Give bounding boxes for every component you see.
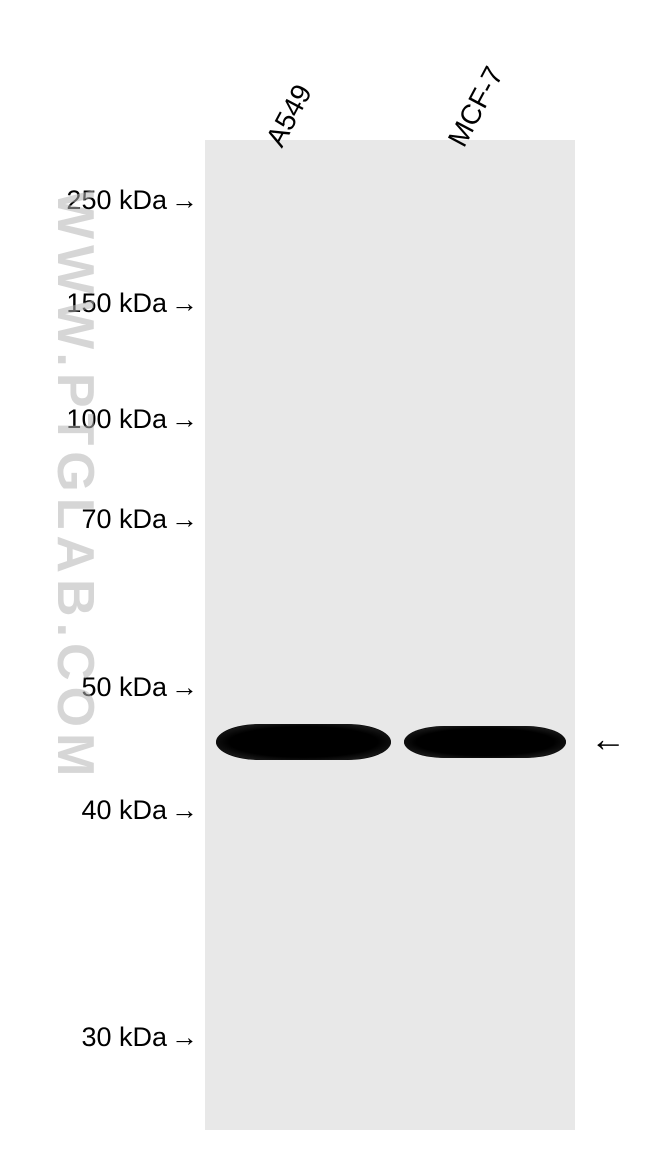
mw-marker-100: 100 kDa→: [66, 404, 198, 435]
mw-marker-text: 30 kDa: [81, 1022, 167, 1052]
result-arrow-icon: ←: [590, 718, 626, 760]
mw-marker-text: 70 kDa: [81, 504, 167, 534]
mw-marker-30: 30 kDa→: [81, 1022, 198, 1053]
mw-marker-70: 70 kDa→: [81, 504, 198, 535]
arrow-right-icon: →: [171, 504, 198, 535]
mw-marker-text: 100 kDa: [66, 404, 167, 434]
band-fill: [404, 726, 566, 758]
mw-marker-150: 150 kDa→: [66, 288, 198, 319]
arrow-right-icon: →: [171, 185, 198, 216]
arrow-right-icon: →: [171, 672, 198, 703]
lane-label-text: MCF-7: [442, 61, 510, 151]
mw-marker-text: 150 kDa: [66, 288, 167, 318]
arrow-right-icon: →: [171, 795, 198, 826]
band-fill: [216, 724, 391, 760]
blot-container: A549 MCF-7 250 kDa→ 150 kDa→ 100 kDa→ 70…: [0, 0, 650, 1174]
mw-marker-250: 250 kDa→: [66, 185, 198, 216]
mw-marker-text: 40 kDa: [81, 795, 167, 825]
mw-marker-text: 50 kDa: [81, 672, 167, 702]
mw-marker-40: 40 kDa→: [81, 795, 198, 826]
arrow-right-icon: →: [171, 1022, 198, 1053]
blot-membrane: [205, 140, 575, 1130]
arrow-right-icon: →: [171, 404, 198, 435]
mw-marker-50: 50 kDa→: [81, 672, 198, 703]
arrow-right-icon: →: [171, 288, 198, 319]
lane-label-1: MCF-7: [442, 61, 510, 152]
mw-marker-text: 250 kDa: [66, 185, 167, 215]
band-lane-1: [404, 726, 566, 758]
band-lane-0: [216, 724, 391, 760]
